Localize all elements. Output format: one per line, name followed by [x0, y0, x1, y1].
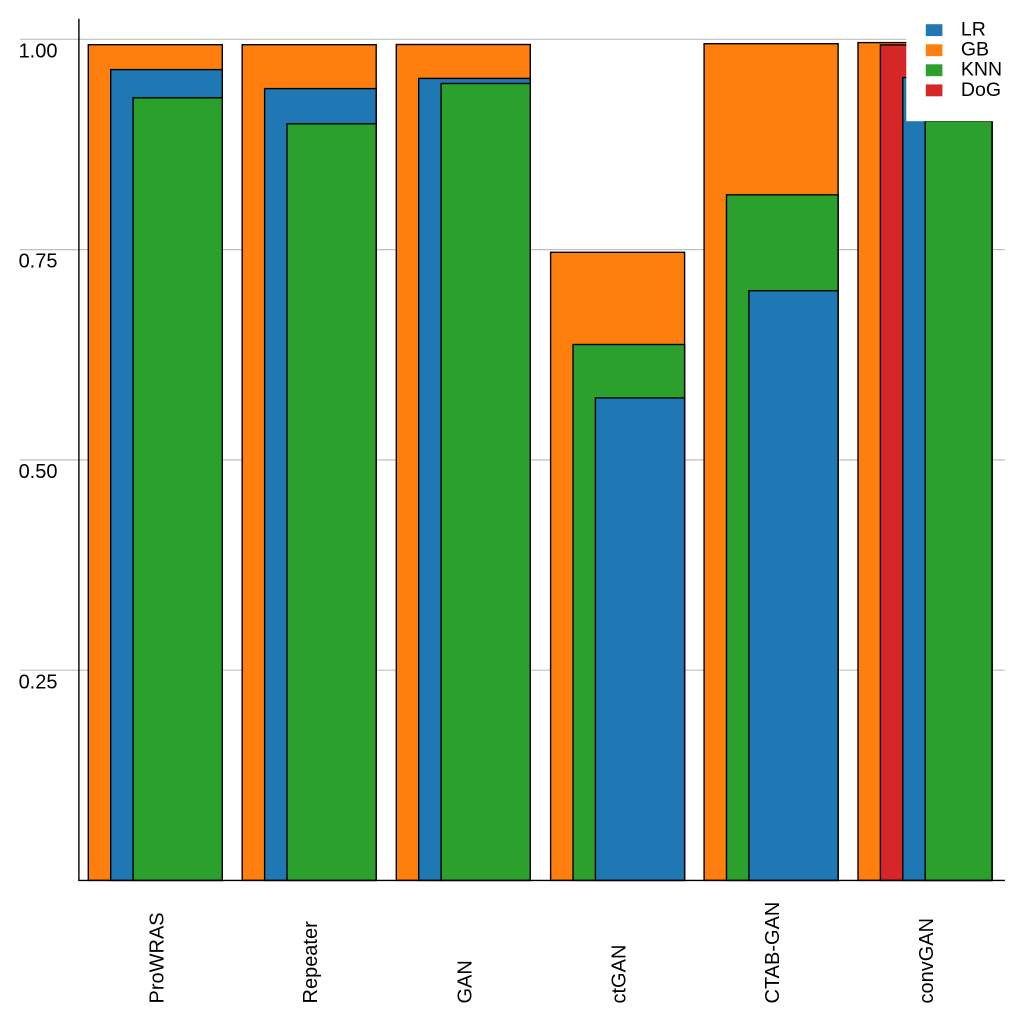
svg-text:KNN: KNN [961, 59, 1002, 81]
svg-text:convGAN: convGAN [916, 918, 938, 1004]
svg-text:0.75: 0.75 [19, 251, 58, 273]
svg-text:ProWRAS: ProWRAS [146, 912, 168, 1003]
svg-text:Repeater: Repeater [300, 921, 322, 1004]
svg-text:1.00: 1.00 [19, 40, 58, 62]
svg-text:ctGAN: ctGAN [609, 945, 631, 1004]
svg-text:CTAB-GAN: CTAB-GAN [762, 902, 784, 1004]
svg-text:LR: LR [961, 19, 986, 41]
svg-text:GAN: GAN [454, 960, 476, 1003]
svg-text:0.50: 0.50 [19, 461, 58, 483]
svg-text:GB: GB [961, 39, 989, 61]
svg-text:DoG: DoG [961, 79, 1001, 101]
svg-text:0.25: 0.25 [19, 671, 58, 693]
